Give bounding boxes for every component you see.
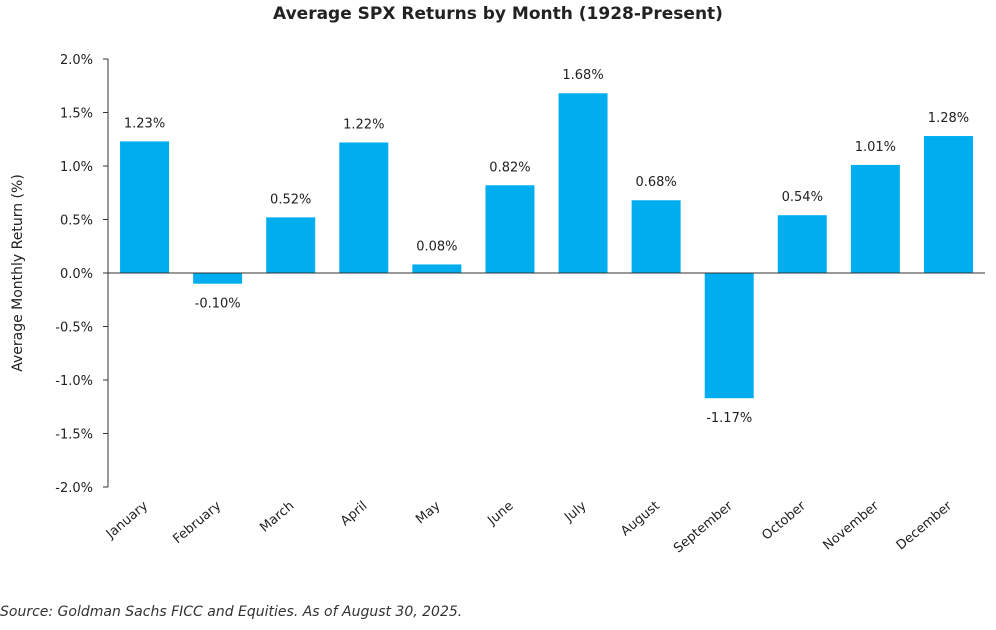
data-label-july: 1.68% [562,68,603,83]
x-tick-label-june: June [484,499,516,529]
x-tick-label-october: October [759,498,809,543]
bar-september [704,273,754,399]
y-axis-title: Average Monthly Return (%) [10,174,26,372]
y-tick-label: 1.0% [60,160,93,175]
x-tick-label-august: August [618,499,662,540]
y-tick-label: 1.5% [60,107,93,122]
data-label-june: 0.82% [489,160,530,175]
bar-july [558,93,608,274]
data-label-september: -1.17% [706,411,752,426]
y-tick-label: 2.0% [60,53,93,68]
category-labels: January February March April May June July Augu… [103,498,956,556]
data-label-april: 1.22% [343,117,384,132]
bar-november [850,164,900,273]
y-tick-label: -0.5% [55,321,93,336]
x-tick-label-september: September [671,498,736,556]
data-label-february: -0.10% [195,297,241,312]
x-tick-label-march: March [257,499,297,536]
bar-december [923,136,973,273]
x-tick-label-may: May [413,498,443,527]
x-tick-label-april: April [338,499,370,530]
data-labels: 1.23% -0.10% 0.52% 1.22% 0.08% 0.82% 1.68% 0.68… [124,68,969,426]
data-label-march: 0.52% [270,192,311,207]
source-note: Source: Goldman Sachs FICC and Equities.… [0,604,463,620]
x-tick-label-july: July [561,498,590,525]
x-tick-label-november: November [820,498,882,553]
bar-january [120,141,170,273]
bar-october [777,215,827,273]
chart-title: Average SPX Returns by Month (1928-Prese… [273,4,723,24]
y-tick-label: -1.5% [55,428,93,443]
y-tick-label: -1.0% [55,374,93,389]
bars [120,93,973,399]
bar-april [339,142,389,273]
y-tick-label: 0.0% [60,267,93,282]
data-label-october: 0.54% [782,190,823,205]
bar-june [485,185,535,273]
bar-august [631,200,681,273]
data-label-january: 1.23% [124,116,165,131]
bar-february [193,273,243,284]
y-tick-label: -2.0% [55,481,93,496]
y-tick-label: 0.5% [60,214,93,229]
bar-march [266,217,316,273]
bar-may [412,264,462,273]
x-tick-label-december: December [894,498,956,553]
data-label-august: 0.68% [635,175,676,190]
x-tick-label-february: February [170,498,224,547]
data-label-may: 0.08% [416,239,457,254]
data-label-december: 1.28% [928,111,969,126]
y-axis-ticks: 2.0% 1.5% 1.0% 0.5% 0.0% -0.5% -1.0% -1.5% -2.0% [55,53,108,496]
x-tick-label-january: January [103,498,151,542]
data-label-november: 1.01% [855,140,896,155]
